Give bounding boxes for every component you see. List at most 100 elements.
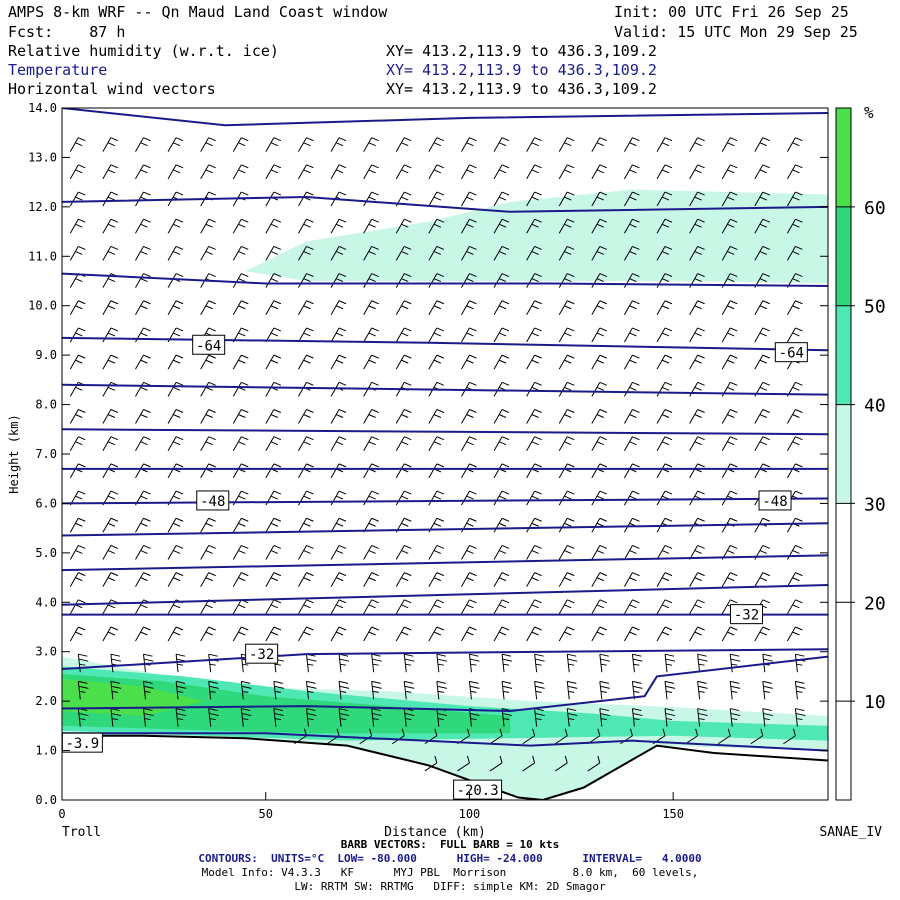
wind-barb-493: [754, 436, 771, 451]
wind-barb-264: [428, 626, 445, 642]
wind-barb-460: [721, 164, 738, 180]
wind-barb-109: [208, 708, 219, 727]
y-tick-label-8: 8.0: [35, 398, 57, 412]
wind-barb-319: [526, 164, 542, 180]
wind-barb-356: [558, 517, 575, 533]
wind-barb-234: [395, 436, 412, 451]
wind-barb-165: [298, 436, 314, 451]
y-tick-label-10: 10.0: [28, 299, 57, 313]
wind-barb-49: [135, 273, 151, 288]
wind-barb-527: [783, 728, 796, 745]
wind-barb-233: [395, 409, 412, 424]
wind-barb-445: [689, 381, 705, 397]
wind-barb-180: [330, 218, 347, 234]
temperature-contour-0: [62, 108, 828, 127]
wind-barb-380: [591, 517, 608, 533]
wind-barb-326: [526, 354, 542, 370]
wind-barb-278: [461, 354, 477, 370]
wind-barb-222: [359, 728, 373, 745]
wind-barb-336: [526, 626, 542, 642]
wind-barb-97: [200, 381, 216, 397]
wind-barb-509: [786, 245, 803, 261]
wind-barb-162: [298, 354, 314, 370]
wind-barb-159: [298, 273, 314, 288]
contour-label-3: -48: [758, 490, 792, 511]
wind-barb-155: [298, 164, 314, 180]
wind-barb-444: [689, 354, 705, 370]
wind-barb-26: [102, 245, 119, 261]
wind-barb-72: [167, 300, 184, 316]
wind-barb-74: [167, 354, 184, 370]
wind-barb-338: [534, 680, 545, 700]
wind-barb-16: [69, 572, 86, 587]
wind-barb-48: [135, 245, 151, 261]
wind-barb-367: [591, 164, 608, 180]
wind-barb-281: [461, 436, 477, 451]
wind-barb-203: [363, 218, 379, 234]
wind-barb-236: [395, 490, 412, 506]
wind-barb-302: [493, 354, 510, 370]
wind-barb-241: [395, 626, 412, 642]
field-rh-name: Relative humidity (w.r.t. ice): [8, 42, 279, 60]
wind-barb-369: [591, 218, 608, 234]
wind-barb-268: [424, 728, 438, 745]
wind-barb-341: [522, 755, 536, 772]
wind-barb-143: [265, 436, 282, 451]
contour-label-1: -64: [774, 342, 808, 363]
wind-barb-76: [167, 409, 184, 424]
wind-barb-157: [298, 218, 314, 234]
wind-barb-355: [558, 490, 575, 506]
wind-barb-60: [135, 572, 151, 587]
wind-barb-386: [599, 680, 610, 700]
wind-barb-231: [395, 354, 412, 370]
wind-barb-102: [200, 517, 216, 533]
field-wind-xy: XY= 413.2,113.9 to 436.3,109.2: [386, 80, 657, 98]
wind-barb-208: [363, 354, 379, 370]
wind-barb-348: [558, 300, 575, 316]
wind-barb-525: [794, 680, 806, 700]
temperature-contour-14: [62, 732, 828, 752]
wind-barb-2: [69, 191, 86, 207]
wind-barb-393: [623, 218, 640, 234]
wind-barb-44: [135, 137, 151, 152]
wind-barb-224: [395, 164, 412, 180]
wind-barb-478: [729, 653, 741, 673]
wind-barb-24: [102, 191, 119, 207]
wind-barb-430: [656, 599, 673, 615]
wind-barb-433: [664, 680, 676, 700]
field-rh-xy: XY= 413.2,113.9 to 436.3,109.2: [386, 42, 657, 60]
wind-barb-248: [428, 191, 445, 207]
wind-barb-446: [689, 409, 705, 424]
temperature-contours: [62, 108, 828, 752]
wind-barb-521: [786, 572, 803, 587]
colorbar-frame: [835, 107, 852, 801]
wind-barb-511: [786, 300, 803, 316]
temperature-contour-8: [62, 522, 828, 537]
wind-barb-406: [623, 572, 640, 587]
wind-barb-91: [200, 218, 216, 234]
wind-barb-221: [371, 708, 382, 727]
wind-barb-191: [330, 517, 347, 533]
wind-barb-77: [167, 436, 184, 451]
colorbar-tick-label-4: 50: [864, 297, 886, 318]
wind-barb-304: [493, 409, 510, 424]
wind-barb-285: [461, 544, 477, 560]
wind-barb-263: [428, 599, 445, 615]
wind-barb-256: [428, 409, 445, 424]
temperature-contour-9: [62, 554, 828, 572]
wind-barb-80: [167, 517, 184, 533]
x-tick-label-1: 50: [258, 807, 272, 821]
wind-barb-15: [69, 544, 86, 560]
wind-barb-320: [526, 191, 542, 207]
x-axis-label: Distance (km): [384, 825, 486, 840]
wind-barb-200: [363, 137, 379, 152]
wind-barb-126: [232, 572, 249, 587]
wind-barb-251: [428, 273, 445, 288]
wind-barb-512: [786, 327, 803, 343]
wind-barb-462: [721, 218, 738, 234]
wind-barb-467: [721, 354, 738, 370]
wind-barb-276: [461, 300, 477, 316]
wind-barb-371: [591, 273, 608, 288]
wind-barb-397: [623, 327, 640, 343]
